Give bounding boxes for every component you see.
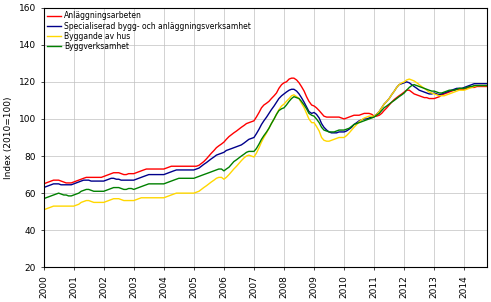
Line: Byggverksamhet: Byggverksamhet [44,85,487,199]
Anläggningsarbeten [196,163,202,167]
Anläggningsarbeten [344,116,350,120]
Byggverksamhet [411,83,417,86]
Specialiserad bygg- och anläggningsverksamhet [196,166,202,170]
Byggande av hus [196,189,202,193]
Anläggningsarbeten [289,76,295,80]
Byggande av hus [113,197,119,201]
Byggverksamhet [41,197,47,201]
Anläggningsarbeten [259,106,265,110]
Y-axis label: Index (2010=100): Index (2010=100) [4,96,13,179]
Byggande av hus [41,208,47,212]
Specialiserad bygg- och anläggningsverksamhet [399,82,405,85]
Byggande av hus [407,77,412,81]
Byggande av hus [341,136,347,139]
Line: Anläggningsarbeten: Anläggningsarbeten [44,78,487,184]
Byggverksamhet [341,128,347,132]
Line: Specialiserad bygg- och anläggningsverksamhet: Specialiserad bygg- och anläggningsverks… [44,82,487,188]
Line: Byggande av hus: Byggande av hus [44,79,487,210]
Specialiserad bygg- och anläggningsverksamhet [341,130,347,134]
Specialiserad bygg- och anläggningsverksamhet [41,186,47,189]
Anläggningsarbeten [459,88,465,91]
Byggande av hus [484,84,490,87]
Specialiserad bygg- och anläggningsverksamhet [404,80,409,84]
Anläggningsarbeten [401,90,407,94]
Byggverksamhet [484,84,490,87]
Anläggningsarbeten [113,171,119,175]
Specialiserad bygg- och anläggningsverksamhet [459,87,465,90]
Anläggningsarbeten [484,85,490,88]
Byggverksamhet [459,87,465,90]
Byggverksamhet [196,175,202,178]
Byggverksamhet [259,137,265,141]
Byggverksamhet [113,186,119,189]
Specialiserad bygg- och anläggningsverksamhet [113,177,119,181]
Specialiserad bygg- och anläggningsverksamhet [484,82,490,85]
Byggande av hus [259,140,265,144]
Byggande av hus [459,88,465,92]
Legend: Anläggningsarbeten, Specialiserad bygg- och anläggningsverksamhet, Byggande av h: Anläggningsarbeten, Specialiserad bygg- … [46,10,253,53]
Byggverksamhet [399,93,405,97]
Byggande av hus [399,81,405,85]
Anläggningsarbeten [41,182,47,186]
Specialiserad bygg- och anläggningsverksamhet [259,123,265,126]
